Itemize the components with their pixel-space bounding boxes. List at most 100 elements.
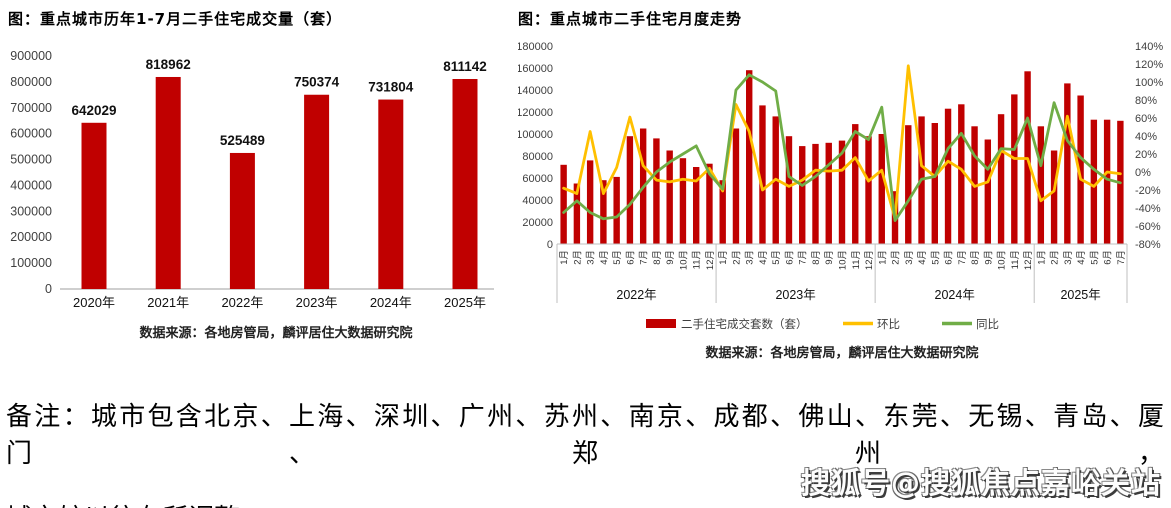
monthly-left-y-tick: 180000 xyxy=(518,41,553,53)
annual-bar-value: 750374 xyxy=(294,75,340,90)
monthly-bar xyxy=(905,125,912,244)
watermark: 搜狐号@搜狐焦点嘉峪关站 xyxy=(800,466,1161,500)
month-tick-label: 1月 xyxy=(559,250,570,265)
monthly-right-y-tick: 100% xyxy=(1135,77,1163,89)
monthly-left-y-tick: 60000 xyxy=(522,173,553,185)
annual-bar-value: 731804 xyxy=(368,80,414,95)
monthly-left-y-tick: 0 xyxy=(547,239,553,251)
month-tick-label: 8月 xyxy=(652,250,663,265)
month-tick-label: 7月 xyxy=(1116,250,1127,265)
month-tick-label: 11月 xyxy=(1010,250,1021,269)
monthly-right-y-tick: 140% xyxy=(1135,41,1163,53)
annual-chart-source: 数据来源：各地房管局，麟评居住大数据研究院 xyxy=(139,325,412,340)
annual-x-label: 2020年 xyxy=(73,295,115,310)
month-tick-label: 4月 xyxy=(917,250,928,265)
monthly-bar xyxy=(1064,83,1071,245)
monthly-bar xyxy=(679,158,687,244)
monthly-bar xyxy=(1011,94,1018,245)
monthly-left-y-tick: 20000 xyxy=(522,217,553,229)
month-tick-label: 12月 xyxy=(864,250,875,270)
footnote: 备注：城市包含北京、上海、深圳、广州、苏州、南京、成都、佛山、东莞、无锡、青岛、… xyxy=(6,396,1165,508)
month-tick-label: 1月 xyxy=(1036,250,1047,265)
monthly-bar xyxy=(825,142,832,244)
monthly-bar xyxy=(958,104,965,244)
annual-bar xyxy=(452,79,478,289)
year-group-label: 2024年 xyxy=(935,288,975,302)
monthly-bar xyxy=(732,128,740,244)
monthly-bar xyxy=(626,136,634,244)
legend-bar-label: 二手住宅成交套数（套） xyxy=(681,317,808,331)
monthly-bar xyxy=(799,146,806,244)
annual-bar-value: 811142 xyxy=(443,59,487,74)
monthly-bar xyxy=(759,105,766,245)
monthly-right-y-tick: 80% xyxy=(1135,95,1157,107)
monthly-bar xyxy=(586,160,594,244)
month-tick-label: 12月 xyxy=(705,250,716,270)
monthly-trend-chart: 图：重点城市二手住宅月度走势 0 20000 40000 60000 80000 1000… xyxy=(518,8,1171,369)
monthly-bar xyxy=(997,114,1005,244)
annual-bar-value: 642029 xyxy=(71,103,116,118)
annual-x-label: 2023年 xyxy=(296,295,338,310)
monthly-right-y-tick: 60% xyxy=(1135,113,1157,125)
monthly-bar xyxy=(560,164,567,244)
monthly-right-y-tick: -40% xyxy=(1135,203,1161,215)
month-tick-label: 1月 xyxy=(718,250,729,265)
monthly-bar xyxy=(613,176,620,244)
month-tick-label: 10月 xyxy=(838,250,849,270)
left-y-tick: 200000 xyxy=(10,230,52,244)
month-tick-label: 7月 xyxy=(798,250,809,265)
monthly-right-y-tick: 0% xyxy=(1135,167,1151,179)
month-tick-label: 3月 xyxy=(1063,250,1074,265)
monthly-bar xyxy=(838,140,846,244)
month-tick-label: 8月 xyxy=(811,250,822,265)
month-tick-label: 6月 xyxy=(784,250,795,265)
month-tick-label: 12月 xyxy=(1023,250,1034,270)
month-tick-label: 10月 xyxy=(678,250,689,270)
month-tick-label: 11月 xyxy=(692,250,703,269)
left-y-tick: 400000 xyxy=(10,178,52,192)
left-y-tick: 0 xyxy=(45,282,52,296)
month-tick-label: 5月 xyxy=(1089,250,1100,265)
monthly-right-y-tick: -80% xyxy=(1135,239,1161,251)
month-tick-label: 2月 xyxy=(891,250,902,265)
monthly-bar xyxy=(944,108,952,244)
month-tick-label: 7月 xyxy=(957,250,968,265)
monthly-left-y-tick: 80000 xyxy=(522,151,553,163)
month-tick-label: 2月 xyxy=(572,250,583,265)
month-tick-label: 10月 xyxy=(997,250,1008,270)
monthly-left-y-tick: 140000 xyxy=(518,85,553,97)
monthly-right-y-tick: 120% xyxy=(1135,59,1163,71)
month-tick-label: 9月 xyxy=(665,250,676,265)
month-tick-label: 5月 xyxy=(930,250,941,265)
left-y-tick: 600000 xyxy=(10,127,52,141)
annual-bar-value: 818962 xyxy=(146,57,191,72)
monthly-bar xyxy=(746,70,753,244)
month-tick-label: 2月 xyxy=(1050,250,1061,265)
month-tick-label: 3月 xyxy=(904,250,915,265)
left-y-tick: 700000 xyxy=(10,101,52,115)
monthly-bar xyxy=(865,136,872,244)
month-tick-label: 3月 xyxy=(586,250,597,265)
legend-mom-label: 环比 xyxy=(877,318,900,331)
left-y-tick: 900000 xyxy=(10,49,52,63)
legend-bar-swatch xyxy=(646,319,676,328)
month-tick-label: 9月 xyxy=(983,250,994,265)
monthly-left-y-tick: 40000 xyxy=(522,195,553,207)
monthly-left-y-tick: 100000 xyxy=(518,129,553,141)
monthly-bar xyxy=(1050,150,1058,244)
month-tick-label: 7月 xyxy=(639,250,650,265)
month-tick-label: 2月 xyxy=(731,250,742,265)
month-tick-label: 4月 xyxy=(599,250,610,265)
monthly-bar xyxy=(878,134,885,244)
footnote-line2: 城市较以往有所调整。 xyxy=(6,498,1165,508)
annual-bar xyxy=(81,122,107,289)
monthly-chart-title: 图：重点城市二手住宅月度走势 xyxy=(518,10,743,28)
left-y-tick: 500000 xyxy=(10,153,52,167)
monthly-bar xyxy=(573,183,581,244)
monthly-right-y-tick: 40% xyxy=(1135,131,1157,143)
monthly-right-y-tick: -20% xyxy=(1135,185,1161,197)
monthly-bar xyxy=(653,138,660,244)
annual-bar xyxy=(155,76,181,289)
year-group-label: 2023年 xyxy=(775,288,815,302)
monthly-chart-source: 数据来源：各地房管局，麟评居住大数据研究院 xyxy=(705,345,978,360)
